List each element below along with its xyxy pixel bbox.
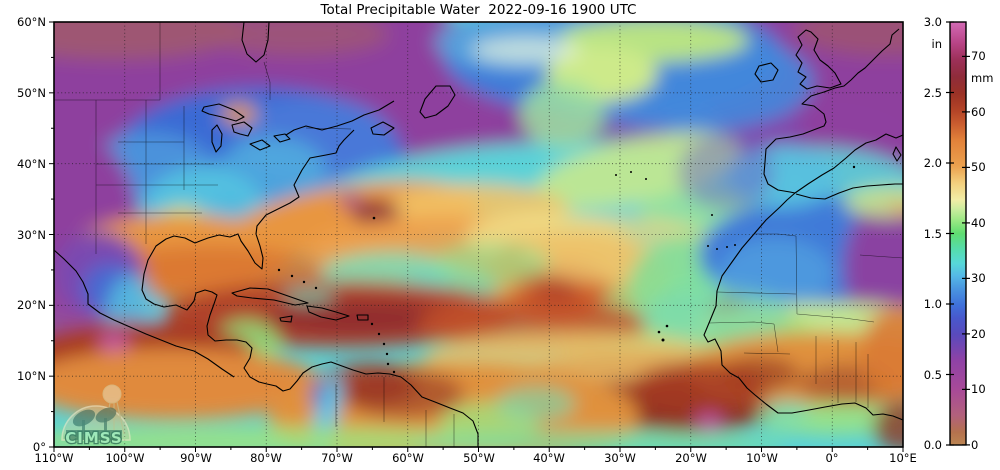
small-islands: [277, 165, 856, 374]
lat-tick-label: 50°N: [17, 86, 46, 100]
colorbar-mm-label: 20: [971, 327, 986, 341]
colorbar-in-label: 2.0: [923, 156, 942, 170]
colorbar-mm-label: 60: [971, 105, 986, 119]
lon-tick-label: 100°W: [105, 451, 145, 465]
colorbar: [946, 21, 970, 446]
lon-tick-label: 70°W: [321, 451, 353, 465]
colorbar-mm-label: 10: [971, 382, 986, 396]
axis-ticks: [49, 21, 904, 452]
lon-tick-label: 40°W: [533, 451, 565, 465]
lat-tick-label: 60°N: [17, 15, 46, 29]
figure-title: Total Precipitable Water 2022-09-16 1900…: [320, 2, 637, 18]
lon-tick-label: 90°W: [180, 451, 212, 465]
lon-tick-label: 10°W: [746, 451, 778, 465]
lat-tick-label: 0°: [32, 440, 46, 454]
lon-tick-label: 110°W: [34, 451, 74, 465]
colorbar-in-label: 2.5: [923, 85, 942, 100]
colorbar-mm-label: 0: [971, 438, 979, 452]
lon-tick-label: 0°: [825, 451, 839, 465]
colorbar-mm-unit: mm: [971, 71, 994, 85]
colorbar-in-label: 0.0: [923, 438, 942, 452]
colorbar-in-label: 3.0: [923, 15, 942, 29]
lon-tick-label: 30°W: [604, 451, 636, 465]
lon-tick-label: 50°W: [463, 451, 495, 465]
lat-tick-label: 10°N: [17, 369, 46, 383]
cimss-logo: CIMSS: [61, 384, 131, 447]
colorbar-mm-label: 70: [971, 49, 986, 63]
colorbar-in-unit: in: [931, 37, 942, 51]
colorbar-ticks: [946, 21, 970, 446]
colorbar-mm-label: 40: [971, 216, 986, 230]
colorbar-in-label: 1.0: [923, 297, 942, 311]
colorbar-mm-label: 30: [971, 271, 986, 285]
coastlines: [54, 22, 903, 447]
lon-tick-label: 20°W: [675, 451, 707, 465]
logo-text: CIMSS: [65, 429, 122, 447]
lon-tick-label: 60°W: [392, 451, 424, 465]
logo-sun-icon: [102, 384, 122, 404]
colorbar-in-label: 1.5: [923, 226, 942, 241]
lat-tick-label: 40°N: [17, 157, 46, 171]
lon-tick-label: 80°W: [250, 451, 282, 465]
colorbar-mm-label: 50: [971, 160, 986, 174]
lat-tick-label: 30°N: [17, 228, 46, 242]
colorbar-in-label: 0.5: [923, 367, 942, 382]
graticule: [54, 22, 903, 447]
logo-dishes-icon: [66, 407, 122, 440]
lon-tick-label: 10°E: [889, 451, 917, 465]
lat-tick-label: 20°N: [17, 298, 46, 312]
